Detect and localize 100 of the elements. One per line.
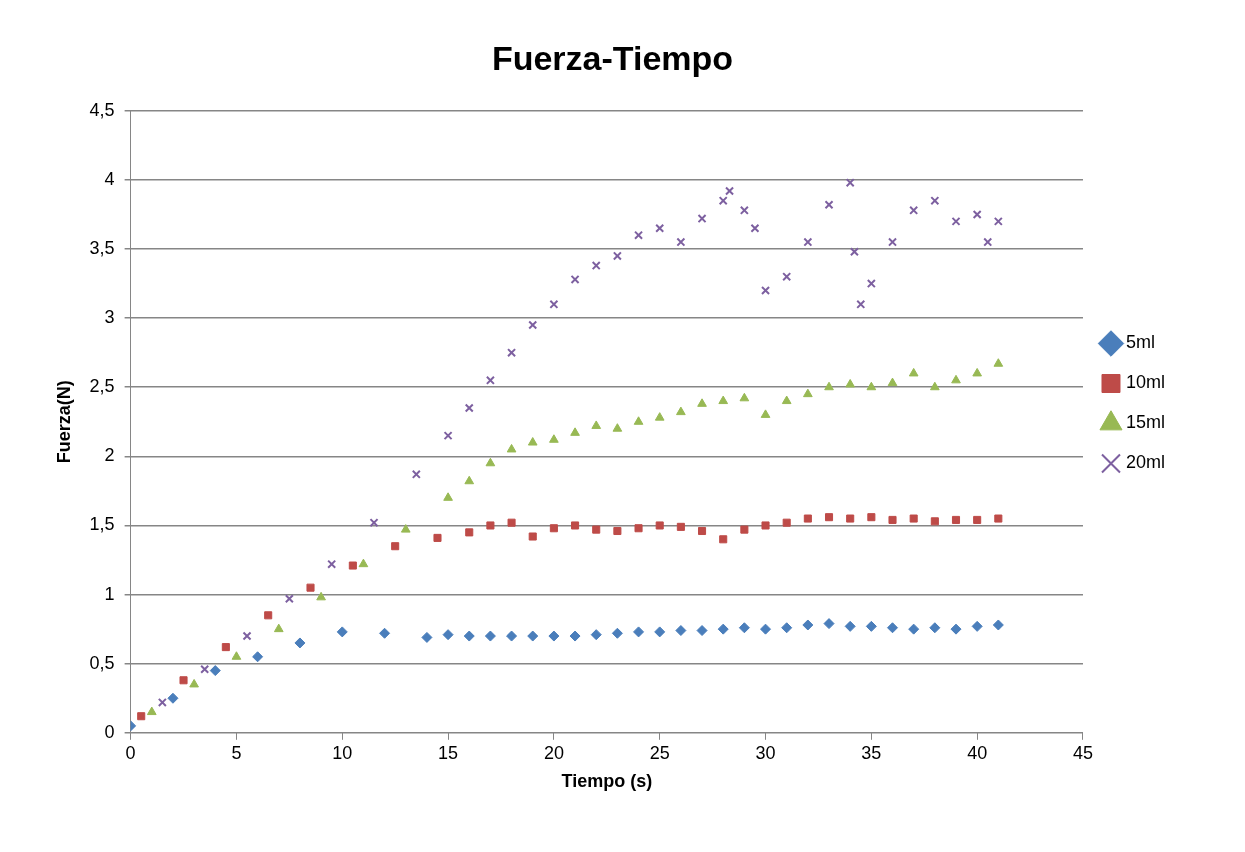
- point: [179, 676, 188, 685]
- point: [972, 209, 982, 219]
- point: [242, 631, 252, 641]
- y-tick-label: 1: [104, 583, 115, 604]
- point: [887, 377, 898, 387]
- point: [675, 625, 687, 637]
- point: [867, 513, 876, 522]
- point: [994, 514, 1003, 523]
- point: [221, 643, 230, 652]
- point: [591, 261, 601, 271]
- x-tick-label: 30: [755, 742, 776, 763]
- point: [845, 378, 856, 388]
- point: [782, 272, 792, 282]
- point: [421, 631, 433, 643]
- x-axis-title: Tiempo (s): [561, 771, 653, 792]
- point: [739, 205, 749, 215]
- point: [887, 237, 898, 247]
- point: [781, 395, 792, 405]
- y-tick-label: 3,5: [89, 237, 115, 258]
- point: [485, 375, 495, 385]
- legend-label: 5ml: [1125, 332, 1155, 353]
- point: [866, 279, 876, 289]
- point: [284, 594, 294, 604]
- point: [866, 381, 877, 391]
- point: [740, 525, 749, 534]
- point: [849, 247, 859, 257]
- point: [634, 230, 644, 240]
- point: [950, 623, 962, 635]
- point: [465, 528, 474, 537]
- point: [634, 524, 643, 533]
- point: [802, 619, 814, 631]
- y-tick-label: 0: [104, 721, 115, 742]
- x-tick-label: 40: [967, 742, 988, 763]
- point: [411, 469, 421, 479]
- legend-label: 20ml: [1125, 452, 1165, 473]
- point: [379, 627, 391, 639]
- point: [486, 521, 495, 530]
- y-tick-label: 4: [104, 168, 115, 189]
- point: [824, 513, 834, 522]
- point: [633, 416, 644, 425]
- point: [400, 524, 411, 533]
- point: [507, 348, 517, 358]
- point: [464, 403, 474, 413]
- legend-label: 10ml: [1125, 372, 1165, 393]
- point: [971, 620, 983, 632]
- point: [803, 237, 813, 247]
- point: [273, 623, 284, 633]
- point: [824, 200, 834, 210]
- point: [887, 622, 899, 634]
- point: [951, 515, 961, 524]
- point: [209, 665, 221, 677]
- point: [485, 457, 496, 467]
- x-tick-label: 10: [332, 742, 353, 763]
- point: [507, 518, 516, 527]
- point: [433, 533, 442, 542]
- point: [358, 558, 369, 568]
- point: [591, 420, 602, 429]
- point: [306, 583, 315, 592]
- point: [908, 623, 920, 635]
- point: [137, 712, 146, 721]
- y-axis-title: Fuerza(N): [53, 380, 74, 464]
- point: [697, 214, 707, 224]
- point: [655, 223, 665, 233]
- point: [782, 518, 791, 527]
- point: [464, 475, 475, 485]
- point: [200, 664, 210, 674]
- point: [718, 196, 728, 206]
- chart-title: Fuerza-Tiempo: [491, 38, 734, 77]
- point: [824, 381, 834, 391]
- point: [570, 274, 580, 284]
- y-tick-label: 4,5: [89, 99, 115, 120]
- legend-label: 15ml: [1125, 412, 1165, 433]
- point: [189, 678, 199, 688]
- point: [719, 535, 728, 544]
- point: [676, 237, 686, 247]
- point: [391, 542, 400, 551]
- point: [463, 630, 475, 642]
- point: [823, 618, 835, 630]
- point: [527, 630, 539, 642]
- point: [676, 406, 686, 416]
- point: [506, 630, 518, 642]
- point: [528, 532, 537, 541]
- point: [888, 515, 897, 524]
- x-tick-label: 5: [231, 742, 242, 763]
- point: [484, 630, 496, 642]
- point: [993, 216, 1003, 226]
- point: [633, 626, 645, 638]
- point: [908, 367, 919, 377]
- point: [717, 623, 729, 635]
- point: [549, 524, 558, 533]
- point: [327, 559, 337, 569]
- point: [316, 591, 326, 601]
- point: [348, 561, 357, 570]
- point: [612, 251, 622, 261]
- point: [761, 521, 770, 530]
- point: [527, 437, 538, 446]
- point: [993, 358, 1004, 367]
- x-tick-label: 0: [125, 742, 136, 763]
- point: [654, 626, 666, 638]
- point: [548, 630, 560, 642]
